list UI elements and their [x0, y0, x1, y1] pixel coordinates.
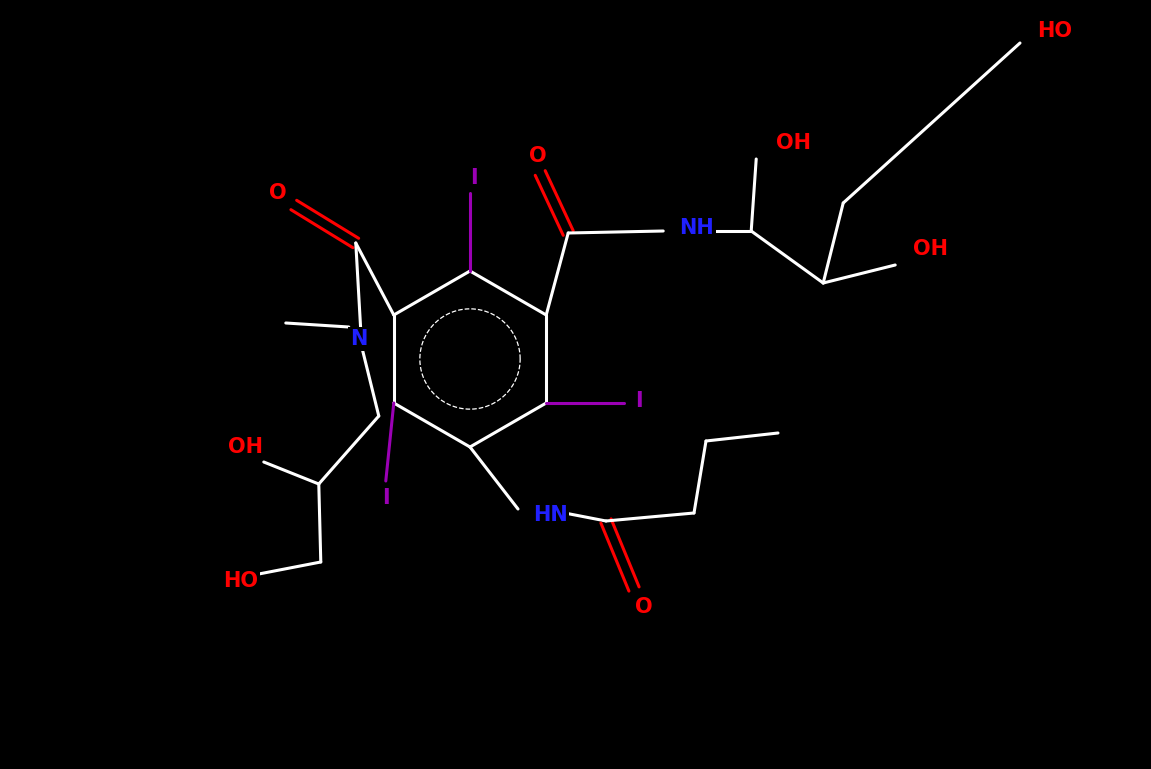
Text: OH: OH [913, 239, 948, 259]
Text: O: O [269, 183, 287, 203]
Text: HO: HO [1037, 21, 1073, 41]
Text: OH: OH [228, 437, 264, 457]
Text: OH: OH [776, 133, 811, 153]
Text: HO: HO [223, 571, 258, 591]
Text: I: I [471, 168, 478, 188]
Text: O: O [635, 597, 653, 617]
Text: HN: HN [533, 505, 567, 525]
Text: I: I [382, 488, 389, 508]
Text: I: I [635, 391, 643, 411]
Text: N: N [350, 329, 367, 349]
Text: NH: NH [679, 218, 714, 238]
Text: O: O [529, 146, 547, 166]
